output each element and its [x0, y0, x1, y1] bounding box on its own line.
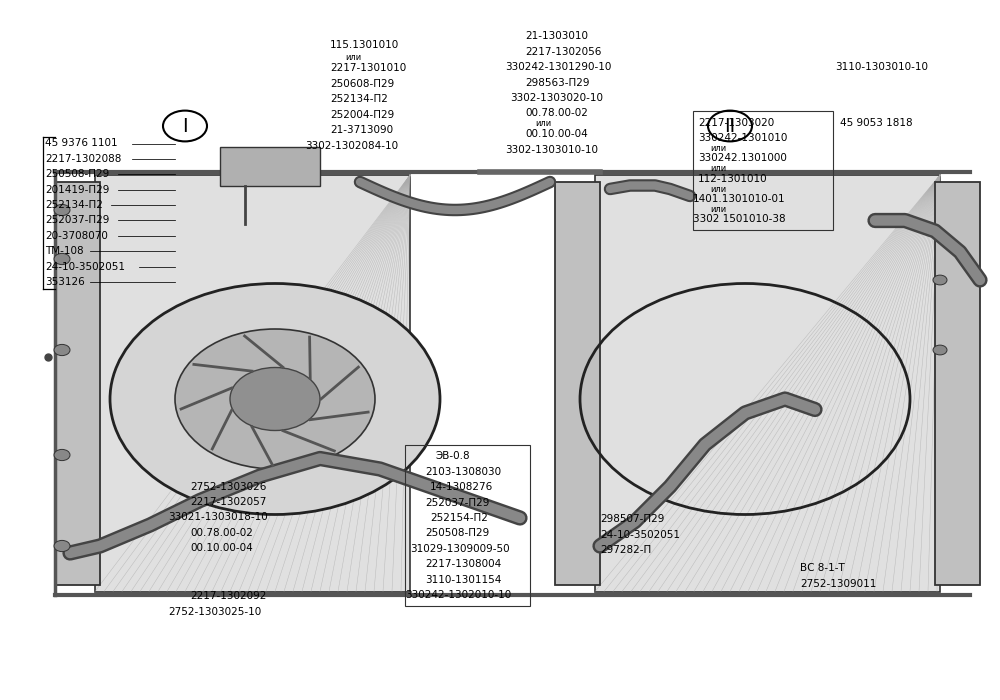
- Text: 2217-1302088: 2217-1302088: [45, 154, 121, 164]
- Text: 2103-1308030: 2103-1308030: [425, 467, 501, 477]
- Text: 21-1303010: 21-1303010: [525, 32, 588, 41]
- Circle shape: [230, 368, 320, 430]
- Text: ТМ-108: ТМ-108: [45, 246, 84, 256]
- Circle shape: [933, 275, 947, 285]
- Text: II: II: [724, 116, 736, 136]
- Text: 00.78.00-02: 00.78.00-02: [525, 108, 588, 118]
- Text: 3302-1303010-10: 3302-1303010-10: [505, 145, 598, 155]
- Text: 2217-1302092: 2217-1302092: [190, 592, 266, 601]
- Circle shape: [175, 329, 375, 469]
- Text: 24-10-3502051: 24-10-3502051: [600, 530, 680, 540]
- Text: 252037-П29: 252037-П29: [425, 498, 489, 508]
- Text: I: I: [182, 116, 188, 136]
- Text: 33021-1303018-10: 33021-1303018-10: [168, 512, 268, 522]
- Text: 2752-1309011: 2752-1309011: [800, 579, 876, 589]
- Bar: [405, 445, 530, 606]
- Text: ЭВ-0.8: ЭВ-0.8: [435, 452, 470, 461]
- Text: 330242-1301010: 330242-1301010: [698, 133, 787, 143]
- Text: 252037-П29: 252037-П29: [45, 216, 109, 225]
- Text: ВС 8-1-Т: ВС 8-1-Т: [800, 564, 845, 573]
- Text: или: или: [345, 53, 361, 62]
- Text: 24-10-3502051: 24-10-3502051: [45, 262, 125, 272]
- Text: 250508-П29: 250508-П29: [425, 528, 489, 538]
- Text: 2217-1302057: 2217-1302057: [190, 497, 266, 507]
- Text: 14-1308276: 14-1308276: [430, 482, 493, 492]
- Text: 31029-1309009-50: 31029-1309009-50: [410, 544, 510, 554]
- Bar: [55, 182, 100, 584]
- Text: или: или: [710, 185, 726, 193]
- Text: 2752-1303025-10: 2752-1303025-10: [168, 607, 261, 617]
- Text: 298507-П29: 298507-П29: [600, 514, 664, 524]
- Bar: [935, 182, 980, 584]
- Text: 2217-1303020: 2217-1303020: [698, 118, 774, 127]
- Circle shape: [110, 284, 440, 514]
- Circle shape: [54, 540, 70, 552]
- Text: КЕМЕ: КЕМЕ: [279, 370, 421, 414]
- Text: 2217-1301010: 2217-1301010: [330, 63, 406, 73]
- Text: или: или: [535, 120, 551, 128]
- Text: 252134-П2: 252134-П2: [330, 94, 388, 104]
- Text: 20-3708070: 20-3708070: [45, 231, 108, 241]
- Text: 00.10.00-04: 00.10.00-04: [190, 543, 253, 553]
- Bar: [693, 111, 833, 230]
- Bar: [95, 175, 410, 592]
- Text: 3302 1501010-38: 3302 1501010-38: [693, 214, 786, 224]
- Text: 115.1301010: 115.1301010: [330, 41, 399, 50]
- Circle shape: [54, 344, 70, 356]
- Text: 00.10.00-04: 00.10.00-04: [525, 130, 588, 139]
- Bar: [595, 175, 940, 592]
- Text: 252134-П2: 252134-П2: [45, 200, 103, 210]
- Text: 250608-П29: 250608-П29: [330, 79, 394, 89]
- Text: 3302-1302084-10: 3302-1302084-10: [305, 141, 398, 150]
- Bar: [555, 182, 600, 584]
- Text: или: или: [710, 164, 726, 173]
- Text: 330242-1301290-10: 330242-1301290-10: [505, 62, 611, 72]
- Bar: [220, 147, 320, 186]
- Text: 21-3713090: 21-3713090: [330, 125, 393, 135]
- Text: 201419-П29: 201419-П29: [45, 185, 109, 195]
- Text: 1401.1301010-01: 1401.1301010-01: [693, 194, 786, 204]
- Text: 45 9376 1101: 45 9376 1101: [45, 139, 118, 148]
- Text: 353126: 353126: [45, 277, 85, 287]
- Text: 2752-1303026: 2752-1303026: [190, 482, 266, 491]
- Text: 3110-1303010-10: 3110-1303010-10: [835, 62, 928, 71]
- Text: 45 9053 1818: 45 9053 1818: [840, 118, 913, 127]
- Text: 112-1301010: 112-1301010: [698, 174, 768, 183]
- Text: 297282-П: 297282-П: [600, 545, 651, 555]
- Text: 252154-П2: 252154-П2: [430, 513, 488, 523]
- Text: или: или: [710, 144, 726, 153]
- Text: 330242-1302010-10: 330242-1302010-10: [405, 590, 511, 600]
- Text: 250508-П29: 250508-П29: [45, 169, 109, 179]
- Text: 298563-П29: 298563-П29: [525, 78, 590, 88]
- Text: 00.78.00-02: 00.78.00-02: [190, 528, 253, 538]
- Text: 330242.1301000: 330242.1301000: [698, 153, 787, 163]
- Text: 252004-П29: 252004-П29: [330, 110, 394, 120]
- Text: 2217-1302056: 2217-1302056: [525, 47, 601, 57]
- Text: 2217-1308004: 2217-1308004: [425, 559, 501, 569]
- Text: 3302-1303020-10: 3302-1303020-10: [510, 93, 603, 103]
- Circle shape: [54, 204, 70, 216]
- Text: 3110-1301154: 3110-1301154: [425, 575, 501, 584]
- Text: или: или: [710, 205, 726, 214]
- Circle shape: [933, 345, 947, 355]
- Circle shape: [54, 449, 70, 461]
- Circle shape: [54, 253, 70, 265]
